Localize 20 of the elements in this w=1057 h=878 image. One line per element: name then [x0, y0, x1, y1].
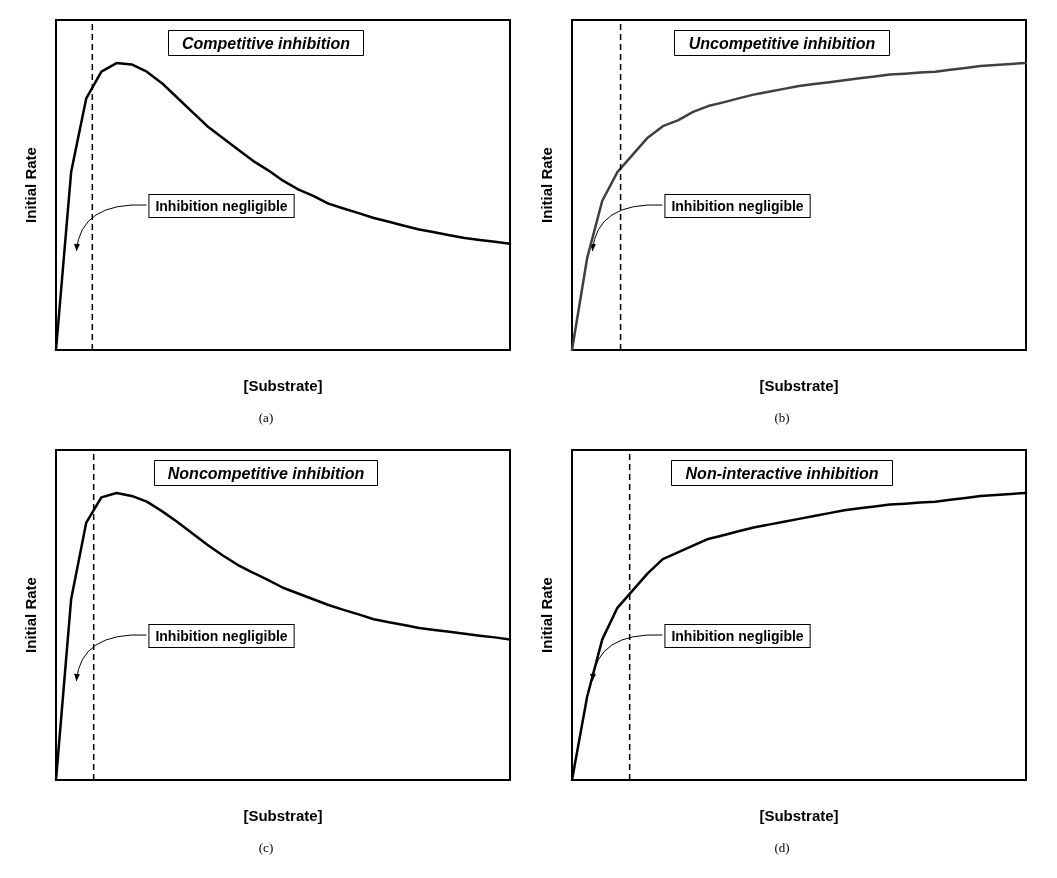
text: (b) — [774, 410, 790, 425]
annotation: Inhibition negligible — [155, 628, 288, 644]
annotation: Inhibition negligible — [671, 628, 804, 644]
text: (c) — [258, 840, 274, 855]
annotation: Inhibition negligible — [155, 198, 288, 214]
y-axis-title: Initial Rate — [22, 577, 39, 653]
x-axis-title: [Substrate] — [759, 377, 839, 394]
y-axis-title: Initial Rate — [538, 147, 555, 223]
x-axis-title: [Substrate] — [243, 377, 323, 394]
annotation: Inhibition negligible — [671, 198, 804, 214]
text: (a) — [258, 410, 274, 425]
x-axis-title: [Substrate] — [243, 807, 323, 824]
chart-title: Uncompetitive inhibition — [688, 34, 876, 52]
chart-title: Noncompetitive inhibition — [167, 464, 365, 482]
y-axis-title: Initial Rate — [538, 577, 555, 653]
y-axis-title: Initial Rate — [22, 147, 39, 223]
chart-title: Competitive inhibition — [182, 34, 351, 52]
text: (d) — [774, 840, 790, 855]
x-axis-title: [Substrate] — [759, 807, 839, 824]
chart-title: Non-interactive inhibition — [685, 464, 879, 482]
